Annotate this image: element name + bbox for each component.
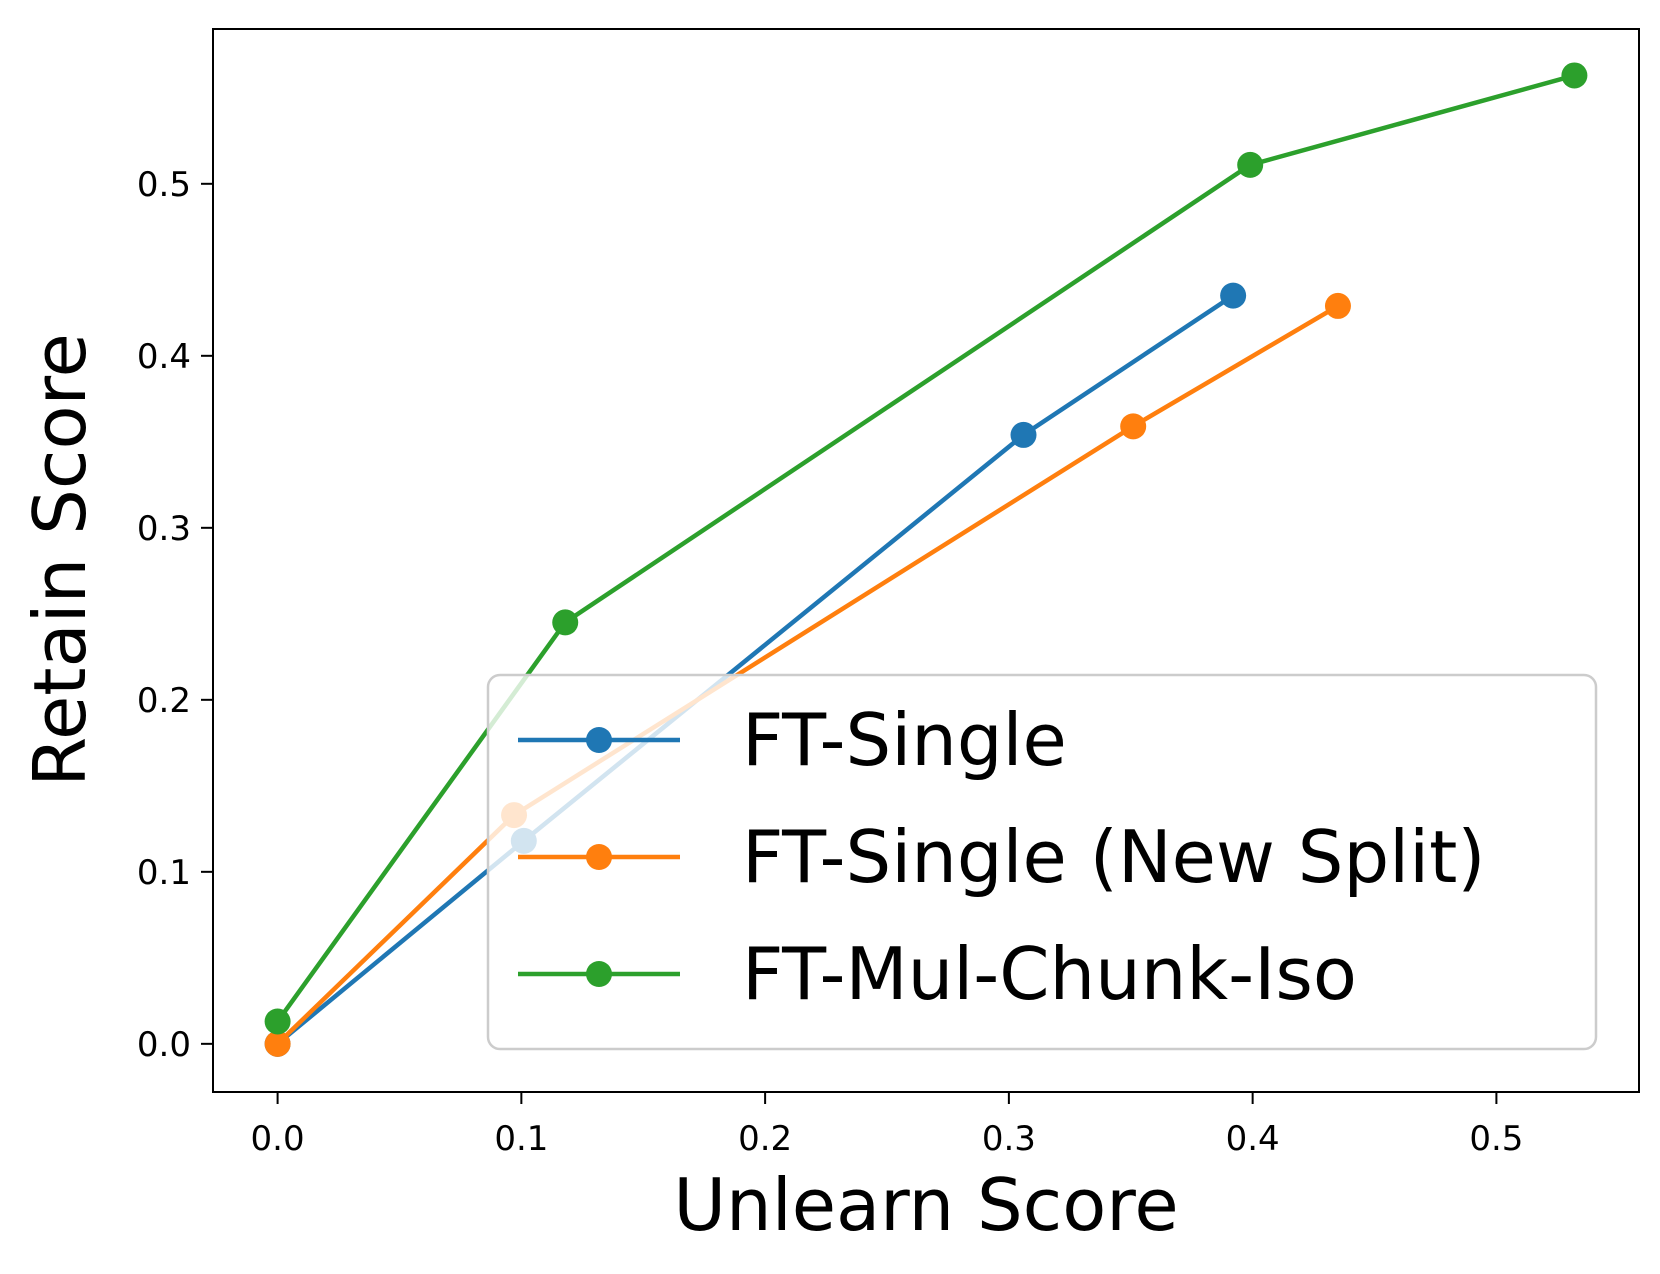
- data-point: [264, 1030, 291, 1057]
- plot-frame: [212, 28, 1640, 1093]
- data-point: [1237, 151, 1264, 178]
- legend-marker: [586, 727, 612, 753]
- legend-marker: [586, 844, 612, 870]
- y-tick-label: 0.2: [137, 681, 191, 721]
- y-tick-label: 0.3: [137, 509, 191, 549]
- legend-label: FT-Single: [742, 698, 1067, 782]
- data-point: [1324, 292, 1351, 319]
- y-tick-label: 0.0: [137, 1025, 191, 1065]
- y-tick-label: 0.5: [137, 165, 191, 205]
- legend-label: FT-Single (New Split): [742, 815, 1485, 899]
- x-tick-label: 0.1: [494, 1119, 548, 1159]
- legend-item-2: FT-Mul-Chunk-Iso: [518, 932, 1357, 1016]
- legend: FT-Single FT-Single (New Split) FT-Mul-Chu…: [486, 673, 1598, 1051]
- legend-label: FT-Mul-Chunk-Iso: [742, 932, 1357, 1016]
- data-point: [264, 1008, 291, 1035]
- legend-item-1: FT-Single (New Split): [518, 815, 1485, 899]
- series-2: [264, 62, 1588, 1035]
- y-axis: 0.0 0.1 0.2 0.3 0.4 0.5: [137, 165, 213, 1065]
- series-line: [275, 73, 1577, 1024]
- x-tick-label: 0.5: [1469, 1119, 1523, 1159]
- legend-marker: [586, 961, 612, 987]
- data-point: [1220, 282, 1247, 309]
- x-tick-label: 0.0: [251, 1119, 305, 1159]
- y-tick-label: 0.1: [137, 853, 191, 893]
- x-tick-label: 0.3: [982, 1119, 1036, 1159]
- x-axis: 0.0 0.1 0.2 0.3 0.4 0.5: [251, 1092, 1523, 1159]
- series-layer: [264, 62, 1588, 1057]
- legend-item-0: FT-Single: [518, 698, 1067, 782]
- y-axis-label: Retain Score: [18, 333, 102, 787]
- series-line: [275, 303, 1341, 1047]
- y-tick-label: 0.4: [137, 337, 191, 377]
- x-tick-label: 0.4: [1226, 1119, 1280, 1159]
- series-line: [275, 293, 1236, 1047]
- legend-frame: [486, 673, 1598, 1051]
- data-point: [1561, 62, 1588, 89]
- x-axis-label: Unlearn Score: [673, 1163, 1178, 1247]
- data-point: [1010, 421, 1037, 448]
- data-point: [1120, 413, 1147, 440]
- data-point: [552, 609, 579, 636]
- x-tick-label: 0.2: [738, 1119, 792, 1159]
